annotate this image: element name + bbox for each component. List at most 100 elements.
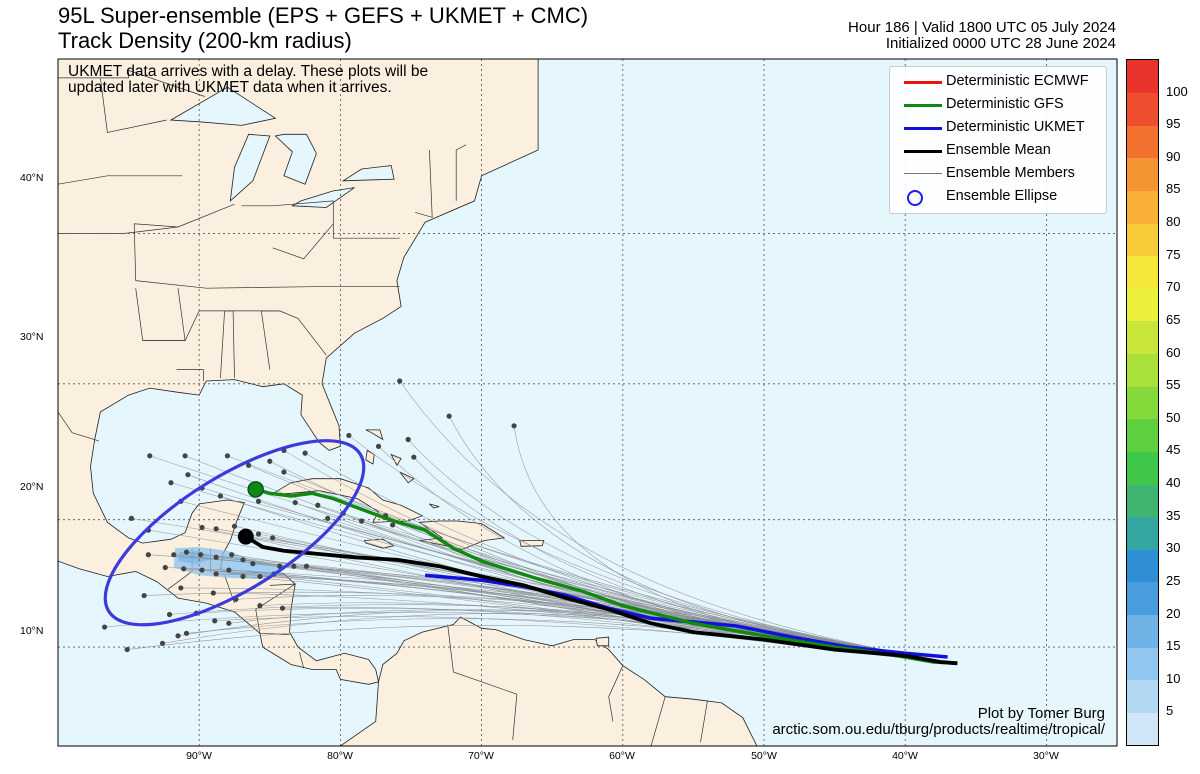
member-endpoint: [182, 453, 188, 459]
member-endpoint: [162, 564, 168, 571]
colorbar-tick-label: 70: [1166, 279, 1181, 295]
member-endpoint: [145, 552, 151, 558]
member-endpoint: [250, 561, 256, 567]
member-endpoint: [213, 571, 219, 577]
colorbar-segment: [1127, 386, 1158, 420]
ensemble-mean-track: [244, 534, 958, 666]
ellipse-circle-icon: [907, 190, 923, 206]
colorbar-tick-label: 75: [1166, 246, 1181, 262]
member-endpoint: [183, 630, 190, 636]
member-endpoint: [185, 472, 191, 478]
legend-label: Deterministic ECMWF: [946, 73, 1089, 89]
legend-swatch-ecmwf: [904, 81, 942, 84]
colorbar-tick-label: 35: [1166, 507, 1181, 523]
member-endpoint: [246, 462, 252, 468]
legend: Deterministic ECMWF Deterministic GFS De…: [889, 66, 1107, 214]
member-endpoint: [346, 432, 352, 439]
legend-swatch-ukmet: [904, 127, 942, 130]
member-endpoint: [141, 592, 147, 599]
member-endpoint: [270, 535, 276, 541]
credit-author: Plot by Tomer Burg: [977, 705, 1105, 722]
member-endpoint: [147, 453, 153, 459]
colorbar-tick-label: 90: [1166, 148, 1181, 164]
lon-tick-30w: 30°W: [1033, 750, 1059, 762]
member-endpoint: [166, 611, 173, 618]
colorbar-segment: [1127, 60, 1158, 94]
colorbar-tick-label: 55: [1166, 377, 1181, 393]
colorbar-segment: [1127, 190, 1158, 224]
member-endpoint: [240, 557, 246, 563]
map-title-line2: Track Density (200-km radius): [58, 28, 352, 53]
colorbar-tick-label: 65: [1166, 311, 1181, 327]
map-title-line1: 95L Super-ensemble (EPS + GEFS + UKMET +…: [58, 3, 589, 28]
member-endpoint: [101, 624, 108, 630]
colorbar-tick-label: 30: [1166, 540, 1181, 556]
colorbar-segment: [1127, 647, 1158, 681]
member-endpoint: [257, 603, 263, 609]
member-endpoint: [281, 469, 287, 475]
member-endpoint: [390, 522, 396, 528]
grid-lines: [58, 59, 1117, 746]
legend-label: Deterministic GFS: [946, 96, 1064, 112]
legend-item-ellipse: Ensemble Ellipse: [890, 186, 1106, 208]
legend-label: Ensemble Ellipse: [946, 188, 1058, 204]
legend-swatch-gfs: [904, 104, 942, 107]
member-endpoint: [229, 552, 235, 558]
member-endpoint: [291, 563, 297, 569]
colorbar-segment: [1127, 712, 1158, 746]
legend-swatch-mean: [904, 150, 942, 153]
member-endpoint: [279, 605, 286, 611]
colorbar: [1126, 59, 1159, 746]
lon-tick-80w: 80°W: [327, 750, 353, 762]
lon-tick-70w: 70°W: [468, 750, 494, 762]
member-endpoint: [358, 518, 365, 524]
member-endpoint: [446, 413, 452, 419]
member-endpoint: [315, 502, 321, 508]
member-endpoint: [178, 585, 184, 591]
ukmet-note-line1: UKMET data arrives with a delay. These p…: [68, 63, 429, 80]
colorbar-tick-label: 15: [1166, 638, 1181, 654]
ukmet-note-line2: updated later with UKMET data when it ar…: [68, 79, 392, 96]
colorbar-segment: [1127, 581, 1158, 615]
colorbar-tick-label: 20: [1166, 605, 1181, 621]
member-endpoint: [213, 526, 219, 532]
member-endpoint: [168, 480, 174, 486]
member-endpoint: [277, 563, 283, 569]
colorbar-segment: [1127, 157, 1158, 191]
lon-tick-90w: 90°W: [186, 750, 212, 762]
member-endpoint: [217, 493, 223, 499]
colorbar-tick-label: 100: [1166, 83, 1188, 99]
colorbar-segment: [1127, 288, 1158, 322]
member-endpoint: [397, 378, 403, 384]
legend-item-gfs: Deterministic GFS: [890, 94, 1106, 116]
member-endpoint: [212, 618, 218, 624]
colorbar-tick-label: 60: [1166, 344, 1181, 360]
member-endpoint: [171, 552, 177, 558]
colorbar-segment: [1127, 614, 1158, 648]
member-endpoint: [240, 573, 246, 580]
member-endpoint: [511, 423, 517, 429]
colorbar-tick-label: 50: [1166, 409, 1181, 425]
legend-item-ukmet: Deterministic UKMET: [890, 117, 1106, 139]
lat-tick-30n: 30°N: [20, 331, 44, 343]
lat-tick-20n: 20°N: [20, 481, 44, 493]
colorbar-tick-label: 25: [1166, 572, 1181, 588]
gfs-position-marker: [247, 481, 264, 498]
colorbar-tick-label: 40: [1166, 475, 1181, 491]
member-endpoint: [183, 549, 190, 555]
member-endpoint: [303, 563, 310, 569]
land-masses: [58, 59, 758, 746]
credit-url: arctic.som.ou.edu/tburg/products/realtim…: [772, 721, 1105, 738]
lon-tick-50w: 50°W: [751, 750, 777, 762]
colorbar-segment: [1127, 255, 1158, 289]
colorbar-tick-label: 45: [1166, 442, 1181, 458]
colorbar-segment: [1127, 418, 1158, 452]
member-endpoint: [267, 458, 273, 464]
ensemble-ellipse: [103, 439, 366, 627]
legend-item-ecmwf: Deterministic ECMWF: [890, 71, 1106, 93]
member-endpoint: [199, 524, 205, 531]
colorbar-segment: [1127, 516, 1158, 550]
member-endpoint: [213, 554, 219, 560]
deterministic-tracks: [237, 481, 958, 666]
